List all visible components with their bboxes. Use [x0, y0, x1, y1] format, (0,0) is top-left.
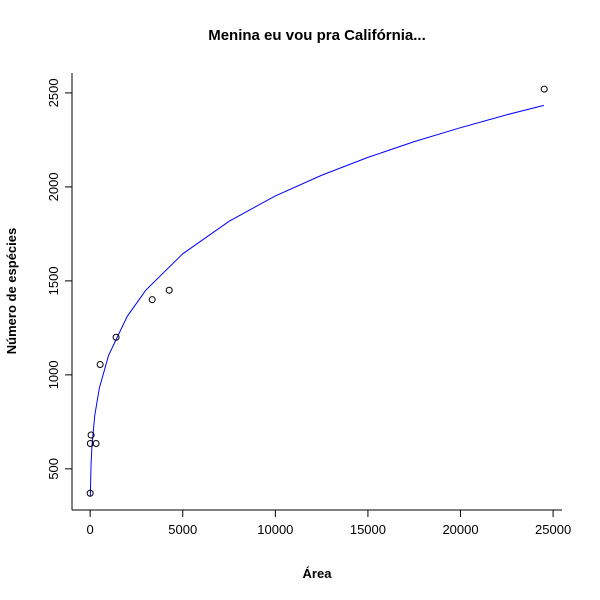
y-tick-label: 500 [46, 458, 61, 480]
x-tick-label: 15000 [350, 522, 386, 537]
point [96, 361, 104, 369]
chart-title: Menina eu vou pra Califórnia... [208, 27, 426, 44]
point [165, 286, 173, 294]
y-tick-label: 2500 [46, 78, 61, 107]
x-tick-label: 5000 [168, 522, 197, 537]
point [540, 85, 548, 93]
y-tick-label: 1000 [46, 360, 61, 389]
point [92, 439, 100, 447]
x-tick-label: 0 [87, 522, 94, 537]
point [86, 489, 94, 497]
y-tick-label: 2000 [46, 172, 61, 201]
point [87, 431, 95, 439]
x-tick-label: 10000 [257, 522, 293, 537]
x-tick-label: 20000 [442, 522, 478, 537]
point [112, 333, 120, 341]
x-axis-title: Área [303, 566, 333, 581]
y-tick-label: 1500 [46, 266, 61, 295]
fit-line [89, 104, 544, 497]
point [148, 296, 156, 304]
y-axis-title: Número de espécies [4, 228, 19, 354]
x-tick-label: 25000 [535, 522, 571, 537]
